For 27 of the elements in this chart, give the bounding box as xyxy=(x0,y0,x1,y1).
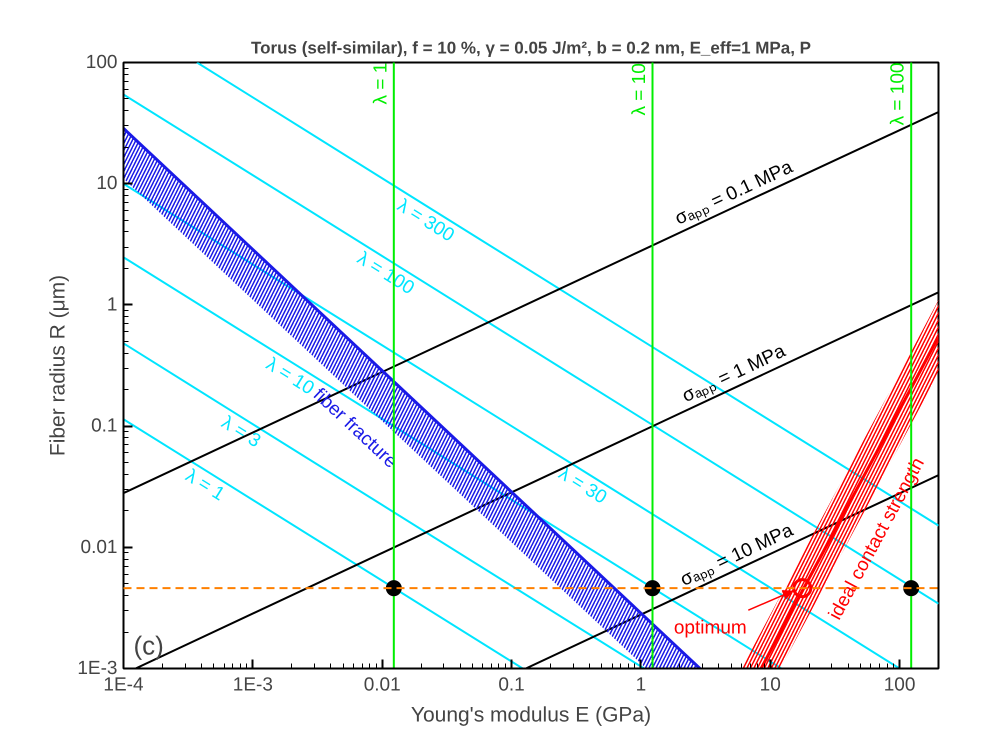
x-tick-label: 1E-3 xyxy=(232,674,273,696)
y-tick-label: 0.1 xyxy=(91,416,118,437)
y-tick-label: 1 xyxy=(106,294,118,316)
chart-title: Torus (self-similar), f = 10 %, γ = 0.05 J/m², b = 0.2 nm, E_eff=1 MPa, P xyxy=(251,38,811,58)
y-tick-label: 0.01 xyxy=(80,536,118,558)
x-tick-label: 1E-4 xyxy=(103,674,144,696)
y-tick-label: 10 xyxy=(96,173,118,194)
text: σₐₚₚ = 1 MPa xyxy=(678,340,790,407)
x-tick-label: 100 xyxy=(884,674,916,696)
x-tick-label: 1 xyxy=(636,674,646,696)
text: λ = 30 xyxy=(554,462,610,509)
annotation: (c) xyxy=(134,630,164,660)
text: σₐₚₚ = 10 MPa xyxy=(677,520,797,591)
text: λ = 10 xyxy=(629,63,650,116)
y-axis-title: Fiber radius R (μm) xyxy=(46,274,70,456)
x-axis-title: Young's modulus E (GPa) xyxy=(410,704,652,726)
text: λ = 300 xyxy=(393,195,458,246)
x-tick-label: 0.1 xyxy=(498,674,525,696)
y-tick-label: 100 xyxy=(86,52,118,73)
text: λ = 100 xyxy=(888,62,909,126)
x-tick-label: 10 xyxy=(760,674,781,696)
text: λ = 1 xyxy=(370,62,392,104)
text: λ = 100 xyxy=(353,248,418,300)
text: λ = 3 xyxy=(218,412,264,452)
text: σₐₚₚ = 0.1 MPa xyxy=(672,156,796,230)
x-tick-label: 0.01 xyxy=(364,674,401,696)
text: λ = 1 xyxy=(182,465,228,506)
